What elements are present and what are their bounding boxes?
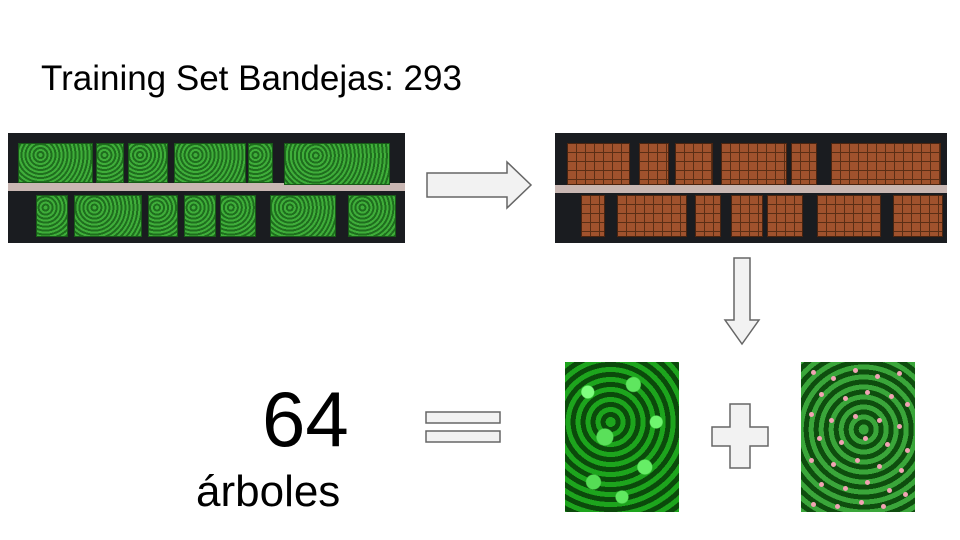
tree-label: árboles (196, 467, 341, 516)
down-arrow-icon (723, 257, 761, 346)
source-tray-image (8, 133, 405, 243)
rgb-canopy-patch (565, 362, 679, 512)
right-arrow-icon (426, 160, 533, 210)
equals-icon (425, 411, 501, 443)
annotated-points-patch (801, 362, 915, 512)
tree-count: 64 (262, 375, 349, 463)
slide-title: Training Set Bandejas: 293 (41, 59, 462, 98)
labeled-tray-image (555, 133, 947, 243)
plus-icon (711, 403, 769, 469)
